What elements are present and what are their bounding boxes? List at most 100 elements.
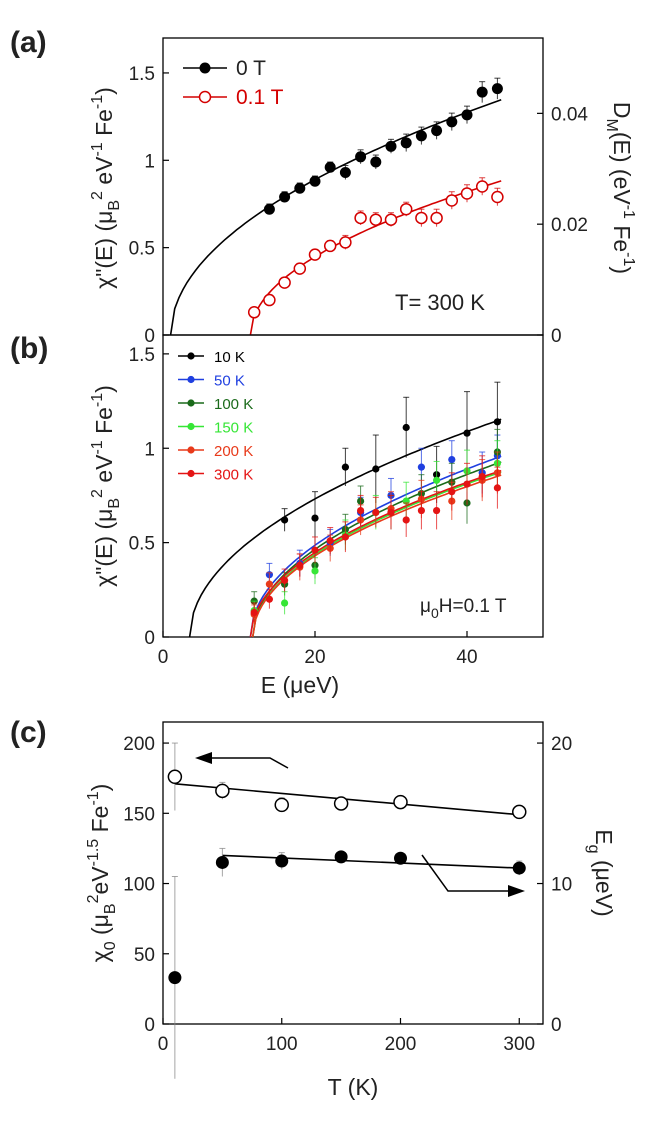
series-50K-point	[448, 455, 456, 464]
panel-c-y2label: Eg (μeV)	[585, 829, 617, 916]
panel-b-ylabel: χ"(E) (μB2 eV-1 Fe-1)	[89, 385, 123, 587]
legend-label-150K: 150 K	[214, 420, 253, 437]
xtick-label: 100	[266, 1034, 298, 1055]
series-0T-point	[309, 175, 321, 187]
panel-c-ylabel: χ0 (μB2eV-1.5 Fe-1)	[85, 784, 119, 963]
series-150K-point	[281, 599, 289, 607]
series-50K-point	[417, 463, 425, 471]
y2tick-label: 0	[551, 326, 562, 347]
legend-01T-marker	[198, 90, 212, 104]
series-01T-point	[491, 190, 504, 204]
ytick-label: 0	[144, 1015, 155, 1036]
panel-c-frame	[162, 721, 544, 1025]
panel-a-ylabel: χ"(E) (μB2 eV-1 Fe-1)	[89, 87, 123, 289]
series-300K-point	[281, 576, 289, 584]
legend-label-300K: 300 K	[214, 467, 253, 484]
series-01T-point	[323, 239, 337, 253]
series-200K-point	[265, 580, 273, 588]
series-0T-point	[400, 137, 412, 149]
series-10K-point	[493, 418, 501, 426]
legend-0T-marker	[199, 62, 211, 74]
series-eg-point	[334, 850, 348, 864]
ytick-label: 0.5	[129, 239, 155, 260]
series-01T-point	[430, 211, 443, 225]
series-0T-point	[491, 83, 503, 95]
series-10K-point	[372, 465, 380, 473]
ylabel-sup-m1: -1	[89, 142, 106, 156]
series-0T-point	[431, 125, 443, 137]
legend-0T-label: 0 T	[236, 57, 266, 80]
ytick-label: 0	[144, 628, 155, 649]
series-01T-point	[445, 194, 459, 207]
series-300K-point	[463, 480, 471, 488]
fit-curve-150K	[251, 471, 502, 638]
legend-marker-150K	[187, 422, 195, 431]
series-10K-point	[281, 516, 289, 524]
series-chi0-point	[333, 796, 349, 811]
series-01T-point	[247, 306, 261, 319]
y2label-sub-M: M	[603, 119, 620, 132]
series-150K-point	[433, 476, 441, 484]
series-01T-point	[369, 213, 383, 226]
y2tick-label: 20	[551, 734, 572, 755]
series-chi0-point	[393, 794, 408, 810]
eg-axis-arrow	[421, 854, 525, 897]
series-300K-point	[387, 508, 395, 517]
y2label-E: (E) (eV	[609, 132, 635, 206]
legend-label-10K: 10 K	[214, 349, 245, 366]
ytick-label: 1	[144, 151, 155, 172]
ylabel-sup-m1b: -1	[89, 95, 106, 109]
panel-a-legend: 0 T 0.1 T	[183, 57, 284, 109]
eg-fit-line	[222, 854, 520, 869]
fit-curve-0T	[169, 99, 502, 336]
series-01T-point	[384, 213, 398, 226]
series-300K-point	[250, 608, 258, 617]
series-chi0-point	[274, 797, 289, 813]
series-300K-point	[417, 506, 425, 515]
xtick-label: 200	[385, 1034, 417, 1055]
series-chi0-point	[512, 804, 527, 820]
ylabel-ev: eV	[91, 156, 117, 191]
ytick-label: 100	[123, 875, 155, 896]
ytick-label: 0.5	[129, 534, 155, 555]
series-eg-point	[168, 971, 182, 985]
series-10K-point	[311, 514, 319, 522]
panel-b-chart: 0 0.5 1 1.5 0 20 40 10 K 50 K 100 K 150 K 200 K 30…	[89, 334, 544, 698]
panel-b-xlabel: E (μeV)	[261, 672, 339, 698]
legend-label-50K: 50 K	[214, 373, 245, 390]
legend-01T-label: 0.1 T	[236, 86, 284, 109]
series-0T-point	[294, 182, 306, 194]
series-01T-point	[354, 211, 367, 225]
y2label-D: D	[609, 102, 635, 119]
chi0-axis-arrow	[195, 752, 289, 769]
series-300K-point	[478, 472, 486, 481]
series-01T-point	[399, 202, 413, 216]
ylabel-sub-B: B	[106, 200, 123, 211]
ylabel-chi: χ"(E) (μ	[91, 211, 117, 289]
series-01T-point	[308, 248, 322, 261]
y2tick-label: 0.04	[551, 104, 588, 125]
series-eg-point	[394, 851, 407, 865]
series-10K-point	[402, 423, 410, 432]
series-01T-point	[293, 262, 307, 275]
y2tick-label: 0.02	[551, 215, 588, 236]
series-300K-point	[448, 488, 456, 496]
series-eg-point	[275, 854, 289, 868]
series-0T-point	[446, 116, 458, 128]
panel-a-chart: 0 0.5 1 1.5 0 0.02 0.04 0 T 0.1 T T= 300 K χ"…	[89, 37, 637, 347]
series-01T-point	[278, 276, 291, 289]
legend-marker-10K	[187, 352, 195, 360]
series-10K-point	[341, 463, 349, 471]
series-eg-point	[215, 855, 229, 869]
legend-label-200K: 200 K	[214, 443, 253, 460]
series-chi0-point	[215, 783, 230, 799]
panel-a-temperature-note: T= 300 K	[395, 290, 485, 315]
series-0T-point	[279, 191, 291, 203]
xtick-label: 20	[304, 647, 325, 668]
legend-marker-50K	[187, 375, 195, 384]
series-0T-point	[355, 151, 367, 163]
ytick-label: 1.5	[129, 345, 155, 366]
series-300K-point	[326, 537, 334, 545]
series-01T-point	[415, 211, 428, 225]
